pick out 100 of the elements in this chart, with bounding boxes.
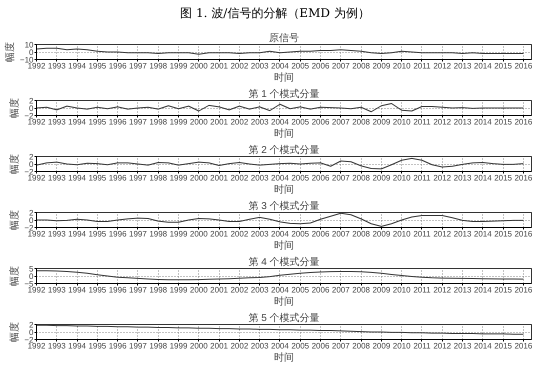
- x-tick-label: 2015: [494, 118, 513, 126]
- x-tick-label: 2012: [433, 230, 452, 238]
- x-tick-label: 2002: [230, 286, 249, 294]
- x-tick-label: 2004: [271, 286, 290, 294]
- x-tick-label: 1995: [88, 62, 107, 70]
- x-tick-label: 2013: [454, 230, 472, 238]
- x-tick-label: 2003: [250, 118, 270, 126]
- x-tick-label: 2011: [413, 342, 432, 350]
- y-tick-label: 10: [24, 40, 34, 50]
- x-tick-label: 2014: [474, 286, 492, 294]
- y-axis-title: 幅度: [4, 42, 16, 62]
- x-tick-label: 1998: [149, 286, 168, 294]
- chart-title: 第 4 个模式分量: [248, 256, 320, 268]
- x-tick-label: 2010: [392, 118, 412, 126]
- x-tick-label: 1998: [149, 342, 168, 350]
- x-tick-label: 2007: [332, 174, 350, 182]
- x-tick-label: 2001: [210, 342, 229, 350]
- x-tick-label: 2011: [413, 118, 432, 126]
- line-series: [36, 103, 524, 112]
- y-tick-label: −2: [24, 224, 34, 232]
- x-tick-label: 2010: [392, 342, 412, 350]
- x-tick-label: 2009: [372, 230, 391, 238]
- x-tick-label: 2003: [250, 342, 270, 350]
- chart-title: 原信号: [269, 32, 299, 44]
- x-tick-label: 2011: [413, 62, 432, 70]
- x-tick-label: 2005: [291, 342, 310, 350]
- x-tick-label: 2010: [392, 62, 412, 70]
- x-tick-label: 2016: [514, 286, 533, 294]
- chart-title: 第 3 个模式分量: [248, 200, 320, 212]
- x-tick-label: 2009: [372, 118, 391, 126]
- y-tick-label: 2: [29, 152, 34, 162]
- y-tick-label: 2: [29, 320, 34, 330]
- x-tick-label: 2012: [433, 174, 452, 182]
- line-series: [36, 48, 524, 55]
- y-tick-label: 0: [29, 328, 34, 337]
- x-tick-label: 2012: [433, 286, 452, 294]
- x-tick-label: 2000: [190, 286, 208, 294]
- x-tick-label: 2010: [392, 174, 412, 182]
- x-axis-title: 时间: [274, 352, 294, 364]
- x-tick-label: 1993: [48, 342, 66, 350]
- y-tick-label: −2: [24, 112, 34, 120]
- y-tick-label: 0: [29, 272, 34, 281]
- x-tick-label: 2012: [433, 118, 452, 126]
- x-axis-title: 时间: [274, 296, 294, 308]
- x-tick-label: 1994: [68, 62, 87, 70]
- x-tick-label: 2013: [454, 286, 472, 294]
- x-tick-label: 2005: [291, 174, 310, 182]
- x-tick-label: 1993: [48, 174, 66, 182]
- x-tick-label: 2004: [271, 174, 290, 182]
- x-tick-label: 2001: [210, 174, 229, 182]
- x-tick-label: 1993: [48, 62, 66, 70]
- x-tick-label: 2009: [372, 342, 391, 350]
- y-tick-label: −5: [24, 280, 34, 288]
- y-tick-label: 0: [29, 216, 34, 225]
- x-tick-label: 2013: [454, 174, 472, 182]
- x-tick-label: 2000: [190, 342, 208, 350]
- x-tick-label: 1993: [48, 286, 66, 294]
- x-tick-label: 2003: [250, 62, 270, 70]
- x-tick-label: 2009: [372, 174, 391, 182]
- x-tick-label: 1997: [129, 286, 148, 294]
- y-axis-title: 幅度: [8, 266, 20, 286]
- x-tick-label: 1994: [68, 230, 87, 238]
- x-tick-label: 2004: [271, 118, 290, 126]
- x-tick-label: 1994: [68, 118, 87, 126]
- x-tick-label: 2006: [312, 342, 330, 350]
- x-tick-label: 2007: [332, 230, 350, 238]
- x-tick-label: 2016: [514, 174, 533, 182]
- x-tick-label: 2007: [332, 342, 350, 350]
- x-tick-label: 2011: [413, 286, 432, 294]
- x-tick-label: 2016: [514, 118, 533, 126]
- x-tick-label: 2005: [291, 286, 310, 294]
- x-tick-label: 2000: [190, 62, 208, 70]
- x-tick-label: 1994: [68, 286, 87, 294]
- x-tick-label: 2002: [230, 174, 249, 182]
- x-tick-label: 1992: [28, 286, 46, 294]
- x-tick-label: 2005: [291, 118, 310, 126]
- x-tick-label: 2013: [454, 118, 472, 126]
- x-tick-label: 1992: [28, 342, 46, 350]
- caption: 图 1. 波/信号的分解（EMD 为例）: [180, 5, 370, 22]
- x-tick-label: 1999: [170, 118, 188, 126]
- x-tick-label: 2005: [291, 62, 310, 70]
- x-tick-label: 2014: [474, 174, 492, 182]
- x-tick-label: 2004: [271, 230, 290, 238]
- x-tick-label: 2002: [230, 342, 249, 350]
- x-tick-label: 1995: [88, 230, 107, 238]
- x-tick-label: 2015: [494, 230, 513, 238]
- x-tick-label: 2010: [392, 230, 412, 238]
- x-tick-label: 2016: [514, 342, 533, 350]
- x-tick-label: 2006: [312, 174, 330, 182]
- x-tick-label: 2008: [352, 230, 371, 238]
- x-tick-label: 1992: [28, 174, 46, 182]
- x-tick-label: 2007: [332, 286, 350, 294]
- y-tick-label: −2: [24, 168, 34, 176]
- x-tick-label: 1997: [129, 230, 148, 238]
- y-tick-label: 0: [29, 48, 34, 57]
- x-tick-label: 2002: [230, 62, 249, 70]
- chart-title: 第 1 个模式分量: [248, 88, 320, 100]
- x-tick-label: 2008: [352, 286, 371, 294]
- x-axis-title: 时间: [274, 184, 294, 196]
- x-axis-title: 时间: [274, 72, 294, 84]
